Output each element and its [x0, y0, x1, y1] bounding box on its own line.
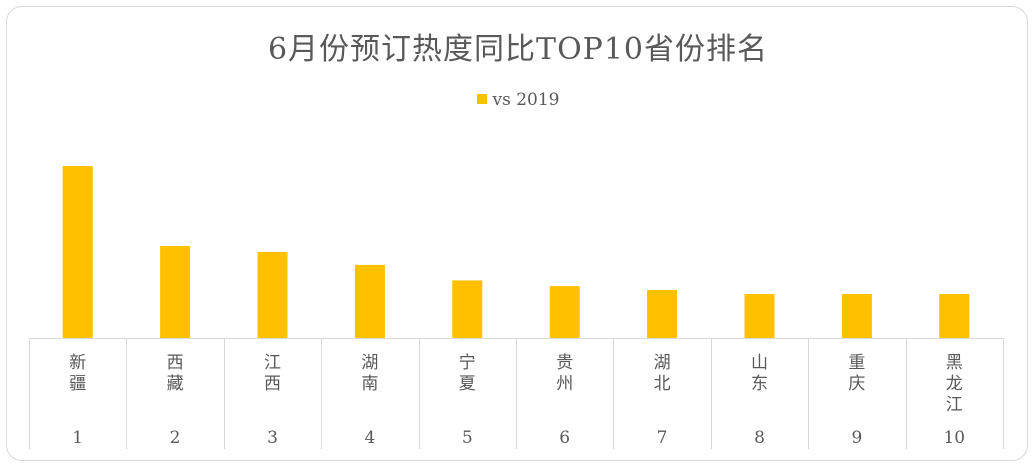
bar-7: [647, 290, 678, 338]
bar-2: [160, 246, 191, 338]
legend-label: vs 2019: [492, 90, 560, 110]
x-tick-rank-9: 9: [851, 428, 862, 448]
x-tick-province-8: 山东: [751, 353, 768, 394]
x-tick-province-7: 湖北: [654, 353, 671, 394]
bar-8: [744, 294, 775, 338]
x-tick-province-3: 江西: [264, 353, 281, 394]
x-tick-rank-1: 1: [72, 428, 83, 448]
x-tick-rank-4: 4: [364, 428, 375, 448]
x-tick-rank-6: 6: [559, 428, 570, 448]
x-tick-rank-8: 8: [754, 428, 765, 448]
bar-9: [841, 294, 872, 338]
x-tick-province-10: 黑龙江: [946, 353, 963, 415]
bar-5: [452, 280, 483, 338]
x-tick-province-9: 重庆: [848, 353, 865, 394]
x-tick-province-5: 宁夏: [459, 353, 476, 394]
x-tick-province-4: 湖南: [361, 353, 378, 394]
x-tick-rank-7: 7: [657, 428, 668, 448]
x-tick-province-2: 西藏: [167, 353, 184, 394]
x-tick-province-1: 新疆: [69, 353, 86, 394]
x-tick-rank-5: 5: [462, 428, 473, 448]
x-tick-rank-10: 10: [943, 428, 965, 448]
legend: vs 2019: [0, 90, 1036, 110]
x-tick-rank-2: 2: [170, 428, 181, 448]
x-tick-province-6: 贵州: [556, 353, 573, 394]
bar-10: [939, 294, 970, 338]
bar-3: [257, 252, 288, 338]
bar-6: [549, 286, 580, 338]
x-tick-rank-3: 3: [267, 428, 278, 448]
bar-1: [62, 166, 93, 338]
chart-title: 6月份预订热度同比TOP10省份排名: [267, 32, 769, 67]
legend-swatch: [476, 94, 487, 104]
bar-4: [354, 264, 385, 338]
